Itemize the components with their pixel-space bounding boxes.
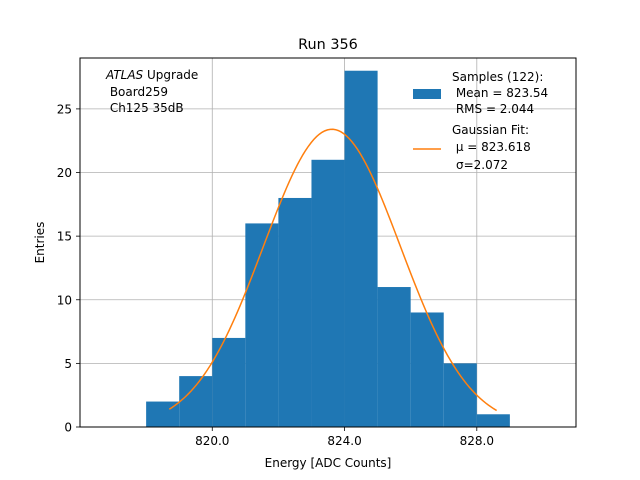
x-axis-label: Energy [ADC Counts] xyxy=(265,456,392,470)
legend: Samples (122): Mean = 823.54 RMS = 2.044… xyxy=(413,70,548,172)
gaussian-fit xyxy=(168,128,498,412)
chart-title: Run 356 xyxy=(298,37,358,53)
x-tick-label: 824.0 xyxy=(327,434,361,448)
y-tick-label: 5 xyxy=(64,357,72,371)
histogram-bar xyxy=(278,197,312,427)
y-tick-label: 15 xyxy=(57,230,72,244)
legend-fit-line-1: Gaussian Fit: xyxy=(452,123,529,137)
y-axis-ticks: 0 5 10 15 20 25 xyxy=(57,102,80,435)
legend-fit-line-2: μ = 823.618 xyxy=(452,140,531,154)
legend-samples-line-1: Samples (122): xyxy=(452,70,543,84)
legend-samples-swatch xyxy=(413,89,441,99)
x-tick-label: 828.0 xyxy=(460,434,494,448)
histogram-bar xyxy=(476,414,510,427)
histogram-bar xyxy=(212,337,246,427)
annotation-line-1: ATLAS Upgrade xyxy=(105,68,198,82)
annotation-upgrade: Upgrade xyxy=(143,68,198,82)
plot-frame xyxy=(79,57,577,428)
histogram-bars xyxy=(146,70,510,428)
histogram-bar xyxy=(245,223,279,427)
annotation-line-2: Board259 xyxy=(106,85,168,99)
legend-samples-line-3: RMS = 2.044 xyxy=(452,102,534,116)
legend-samples-line-2: Mean = 823.54 xyxy=(452,86,548,100)
y-tick-label: 25 xyxy=(57,102,72,116)
fit-curve xyxy=(168,128,498,412)
annotation-atlas: ATLAS xyxy=(105,68,144,82)
histogram-bar xyxy=(443,363,477,427)
annotation-line-3: Ch125 35dB xyxy=(106,101,184,115)
histogram-bar xyxy=(179,376,213,427)
x-tick-label: 820.0 xyxy=(195,434,229,448)
y-axis-label: Entries xyxy=(33,222,47,264)
y-tick-label: 20 xyxy=(57,166,72,180)
atlas-annotation: ATLAS Upgrade Board259 Ch125 35dB xyxy=(105,68,198,115)
histogram-bar xyxy=(410,312,444,427)
legend-fit-line-3: σ=2.072 xyxy=(456,158,508,172)
y-tick-label: 10 xyxy=(57,293,72,307)
x-axis-ticks: 820.0 824.0 828.0 xyxy=(195,427,494,448)
histogram-bar xyxy=(311,159,345,428)
y-tick-label: 0 xyxy=(64,421,72,435)
histogram-bar xyxy=(344,70,378,428)
histogram-bar xyxy=(377,287,411,427)
